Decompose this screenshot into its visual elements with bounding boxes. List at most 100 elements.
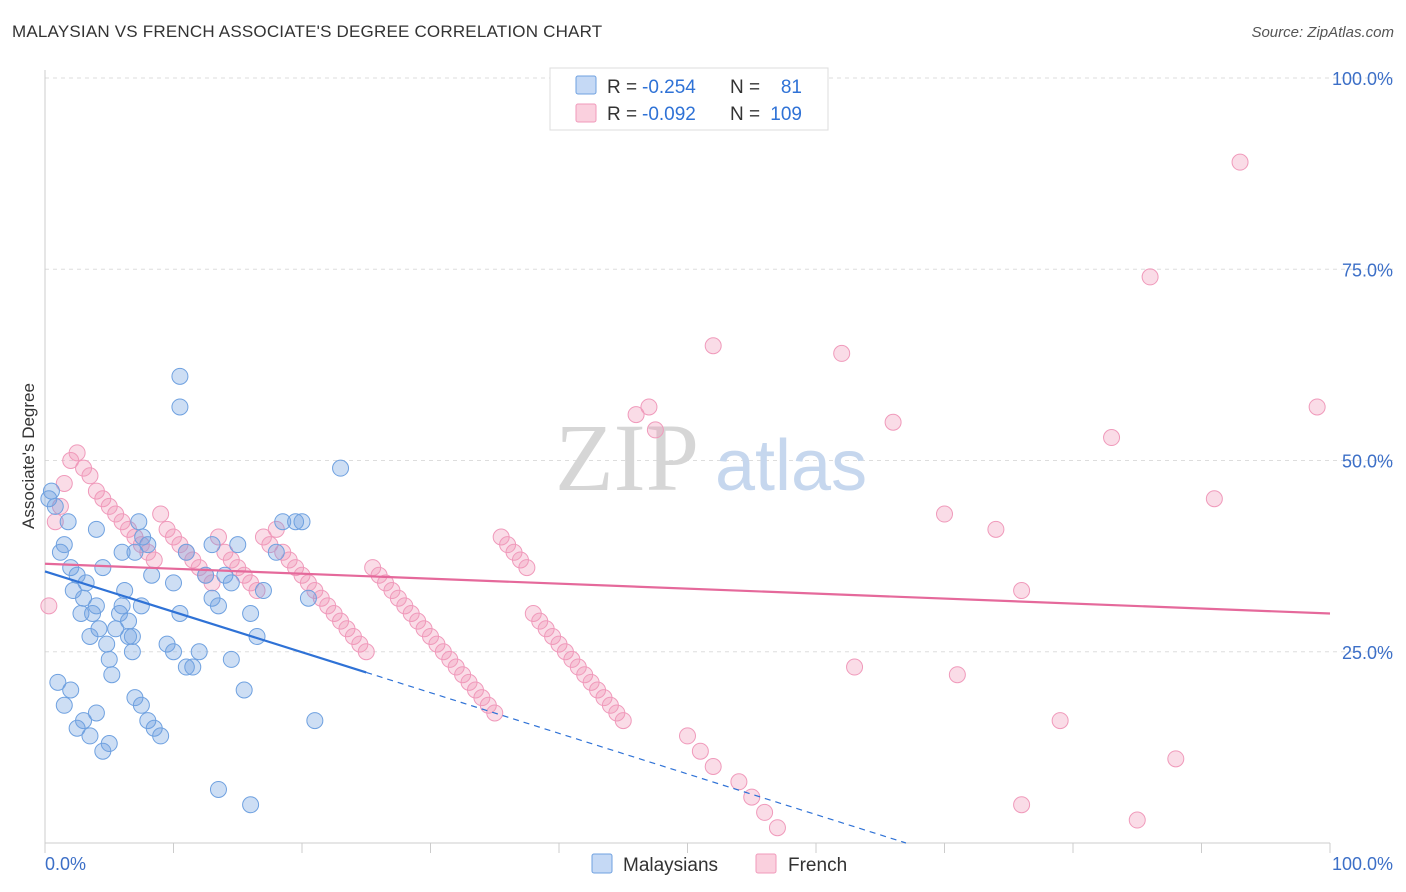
malaysians-point bbox=[209, 597, 227, 615]
legend-swatch-malaysians bbox=[575, 75, 597, 95]
malaysians-point bbox=[98, 635, 116, 653]
legend-bottom-malaysians: Malaysians bbox=[623, 855, 718, 876]
malaysians-point bbox=[209, 780, 227, 798]
malaysians-point bbox=[81, 727, 99, 745]
malaysians-point bbox=[222, 574, 240, 592]
malaysians-point bbox=[90, 620, 108, 638]
malaysians-point bbox=[55, 536, 73, 554]
malaysians-point bbox=[62, 681, 80, 699]
malaysians-point bbox=[84, 605, 102, 622]
malaysians-point bbox=[299, 589, 317, 607]
malaysians-point bbox=[100, 735, 118, 753]
malaysians-point bbox=[177, 658, 195, 676]
malaysians-point bbox=[103, 666, 121, 684]
malaysians-point bbox=[267, 543, 285, 561]
malaysians-point bbox=[229, 536, 247, 554]
malaysians-point bbox=[152, 727, 170, 745]
y-tick-label: 50.0% bbox=[1342, 452, 1393, 472]
french-point bbox=[1205, 490, 1223, 508]
y-axis-label: Associate's Degree bbox=[19, 383, 38, 529]
french-point bbox=[81, 467, 99, 485]
malaysians-point bbox=[59, 513, 77, 531]
malaysians-point bbox=[51, 543, 69, 561]
malaysians-point bbox=[120, 612, 138, 630]
malaysians-point bbox=[143, 566, 161, 584]
french-point bbox=[646, 421, 664, 439]
malaysians-point bbox=[254, 582, 272, 600]
malaysians-point bbox=[171, 398, 189, 416]
french-point bbox=[1167, 750, 1185, 768]
chart-title: MALAYSIAN VS FRENCH ASSOCIATE'S DEGREE C… bbox=[12, 22, 603, 41]
legend-r-label-1: R = bbox=[607, 77, 637, 98]
trend-line-malaysians bbox=[44, 570, 367, 674]
legend-r-value-1: -0.254 bbox=[642, 77, 696, 98]
malaysians-point bbox=[123, 627, 141, 645]
malaysians-point bbox=[287, 513, 305, 531]
malaysians-point bbox=[184, 658, 202, 676]
malaysians-point bbox=[87, 597, 105, 615]
malaysians-point bbox=[165, 574, 182, 592]
malaysians-point bbox=[113, 543, 131, 561]
french-point bbox=[248, 582, 266, 600]
french-point bbox=[640, 398, 658, 416]
legend-bottom-swatch-malaysians bbox=[591, 853, 613, 874]
malaysians-point bbox=[123, 643, 141, 661]
french-point bbox=[768, 819, 786, 837]
french-point bbox=[1128, 811, 1146, 829]
french-point bbox=[145, 551, 163, 569]
malaysians-point bbox=[94, 559, 112, 577]
y-tick-label: 75.0% bbox=[1342, 260, 1393, 280]
french-point bbox=[1013, 582, 1031, 600]
french-point bbox=[46, 513, 64, 531]
french-point bbox=[679, 727, 696, 745]
malaysians-point bbox=[46, 497, 64, 515]
malaysians-point bbox=[132, 696, 150, 714]
legend-n-label-2: N = bbox=[730, 104, 760, 125]
watermark-zip: ZIP bbox=[555, 404, 699, 511]
malaysians-point bbox=[222, 650, 240, 668]
malaysians-point bbox=[55, 696, 73, 714]
french-point bbox=[357, 643, 375, 661]
french-point bbox=[1308, 398, 1326, 416]
legend-r-value-2: -0.092 bbox=[642, 104, 696, 125]
french-point bbox=[691, 742, 709, 760]
source-label: Source: ZipAtlas.com bbox=[1251, 24, 1394, 41]
x-tick-label-min: 0.0% bbox=[45, 854, 86, 874]
french-point bbox=[1231, 153, 1249, 171]
gridlines bbox=[45, 77, 1393, 653]
legend-n-value-2: 109 bbox=[770, 104, 802, 125]
french-point bbox=[884, 413, 902, 431]
trend-line-french bbox=[44, 562, 1331, 615]
french-point bbox=[756, 803, 774, 821]
legend-swatch-french bbox=[575, 103, 597, 123]
malaysians-point bbox=[42, 482, 60, 500]
malaysians-point bbox=[306, 712, 324, 730]
french-point bbox=[987, 520, 1005, 538]
malaysians-point bbox=[165, 643, 182, 661]
y-tick-label: 25.0% bbox=[1342, 643, 1393, 663]
malaysians-point bbox=[235, 681, 253, 699]
french-point bbox=[1051, 712, 1069, 730]
malaysians-point bbox=[113, 597, 131, 615]
malaysians-point bbox=[171, 367, 189, 385]
legend-n-label-1: N = bbox=[730, 77, 760, 98]
legend-bottom-french: French bbox=[788, 855, 847, 876]
y-tick-label: 100.0% bbox=[1332, 69, 1393, 89]
french-point bbox=[730, 773, 748, 791]
series-french-points bbox=[40, 153, 1326, 837]
watermark-atlas: atlas bbox=[715, 426, 867, 506]
malaysians-point bbox=[87, 520, 105, 538]
legend-n-value-1: 81 bbox=[781, 77, 802, 98]
malaysians-point bbox=[130, 513, 148, 531]
legend-bottom-swatch-french bbox=[755, 853, 777, 874]
legend-top: R = -0.254 N = 81 R = -0.092 N = 109 bbox=[549, 67, 829, 131]
french-point bbox=[936, 505, 953, 523]
legend-r-label-2: R = bbox=[607, 104, 637, 125]
french-point bbox=[518, 559, 536, 577]
french-point bbox=[40, 597, 58, 615]
malaysians-point bbox=[242, 605, 260, 622]
french-point bbox=[68, 444, 86, 462]
x-tick-label-max: 100.0% bbox=[1332, 854, 1393, 874]
malaysians-point bbox=[139, 536, 157, 554]
y-tick-labels: 25.0% 50.0% 75.0% 100.0% bbox=[1332, 69, 1393, 663]
